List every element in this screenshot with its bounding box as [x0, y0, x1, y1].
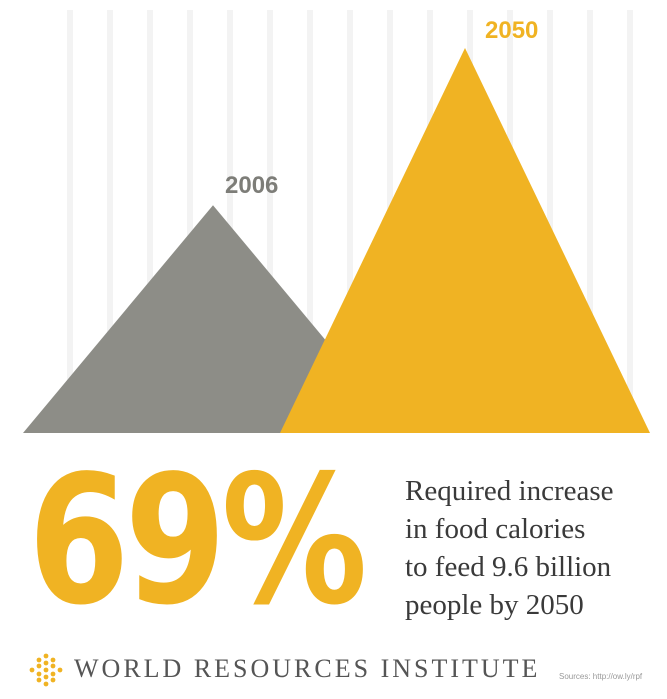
source-note: Sources: http://ow.ly/rpf — [559, 672, 643, 681]
triangle-chart: 2006 2050 — [23, 10, 650, 433]
percent-increase-stat: 69% — [28, 437, 368, 644]
description-line: to feed 9.6 billion — [405, 551, 612, 583]
chart-marks — [23, 48, 650, 433]
year-label-2006: 2006 — [225, 172, 278, 199]
stat-description: Required increase in food calories to fe… — [405, 472, 660, 624]
description-line: people by 2050 — [405, 589, 584, 621]
description-line: Required increase — [405, 475, 614, 507]
wri-logo-icon — [29, 653, 63, 687]
triangle-2050 — [280, 48, 650, 433]
description-line: in food calories — [405, 513, 586, 545]
organization-name: WORLD RESOURCES INSTITUTE — [74, 654, 541, 683]
chart-labels: 2006 2050 — [225, 17, 538, 199]
year-label-2050: 2050 — [485, 17, 538, 44]
